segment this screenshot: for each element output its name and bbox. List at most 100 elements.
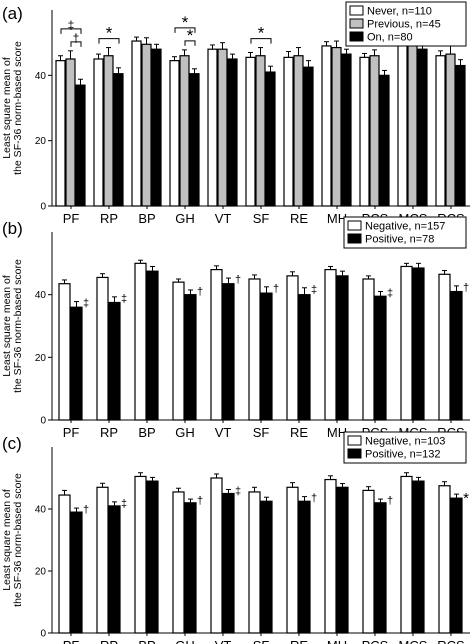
bar — [248, 491, 261, 634]
x-tick-label: MH — [327, 211, 347, 226]
significance-bracket — [98, 38, 120, 44]
bar — [303, 66, 314, 207]
significance-marker: † — [73, 31, 80, 45]
panel-label: (c) — [2, 434, 22, 453]
bar — [407, 43, 418, 207]
x-tick-label: GH — [175, 211, 195, 226]
x-tick-label: PF — [63, 638, 80, 644]
panel-label: (a) — [2, 4, 23, 23]
y-tick-label: 0 — [40, 202, 46, 213]
bar — [331, 46, 342, 207]
x-tick-label: BP — [138, 211, 155, 226]
x-tick-label: VT — [215, 425, 232, 440]
significance-bracket — [250, 38, 272, 44]
bar — [184, 502, 197, 634]
bar — [265, 71, 276, 207]
bar — [151, 48, 162, 207]
legend-label: Negative, n=157 — [365, 221, 445, 233]
bar — [134, 262, 147, 421]
y-tick-label: 40 — [35, 505, 47, 516]
bar — [397, 42, 408, 207]
bar — [286, 486, 299, 634]
significance-marker: † — [235, 274, 241, 286]
bar — [369, 55, 380, 207]
bar — [172, 281, 185, 421]
bar — [131, 40, 142, 207]
bar — [260, 500, 273, 634]
significance-bracket — [184, 40, 196, 46]
x-tick-label: VT — [215, 211, 232, 226]
bar — [96, 276, 109, 421]
legend-label: On, n=80 — [367, 32, 413, 44]
bar — [435, 55, 446, 207]
bar — [108, 301, 121, 421]
bar — [255, 55, 266, 207]
significance-marker: ‡ — [235, 485, 241, 497]
significance-marker: † — [463, 282, 469, 294]
legend-swatch — [349, 5, 364, 16]
bar — [324, 269, 337, 421]
significance-marker: † — [273, 283, 279, 295]
bar — [210, 269, 223, 421]
bar — [450, 290, 463, 421]
legend-label: Never, n=110 — [367, 6, 432, 18]
significance-marker: * — [106, 24, 113, 43]
significance-marker: * — [182, 13, 189, 32]
y-tick-label: 40 — [35, 71, 47, 82]
significance-marker: † — [387, 495, 393, 507]
bar — [324, 478, 337, 634]
y-axis-label: Least square mean of — [1, 275, 13, 377]
bar — [438, 273, 451, 421]
bar — [298, 500, 311, 634]
x-tick-label: MH — [327, 425, 347, 440]
bar — [189, 73, 200, 207]
x-tick-label: GH — [175, 638, 195, 644]
legend-swatch — [347, 435, 362, 446]
y-axis-label: the SF-36 norm-based score — [12, 41, 24, 175]
bar — [70, 306, 83, 421]
bar — [362, 278, 375, 421]
bar — [293, 55, 304, 207]
y-tick-label: 20 — [35, 353, 47, 364]
bar — [248, 278, 261, 421]
legend-label: Previous, n=45 — [367, 19, 441, 31]
bar — [58, 494, 71, 634]
x-tick-label: PF — [63, 425, 80, 440]
bar — [93, 58, 104, 207]
bar — [336, 486, 349, 634]
x-tick-label: PF — [63, 211, 80, 226]
bar — [146, 270, 159, 421]
bar — [450, 497, 463, 634]
x-tick-label: GH — [175, 425, 195, 440]
x-tick-label: RE — [290, 425, 308, 440]
bar — [96, 486, 109, 634]
legend-swatch — [349, 31, 364, 42]
legend-swatch — [347, 448, 362, 459]
significance-marker: ‡ — [387, 288, 393, 300]
significance-marker: * — [187, 26, 194, 45]
chart-panel-1: (b) 0 20 40 Least square mean of the SF-36 no… — [1, 216, 470, 440]
bar — [227, 58, 238, 207]
significance-marker: † — [83, 504, 89, 516]
bar — [146, 480, 159, 634]
x-tick-label: VT — [215, 638, 232, 644]
x-tick-label: MH — [327, 638, 347, 644]
bar — [336, 275, 349, 421]
bar — [65, 58, 76, 207]
bar — [141, 43, 152, 207]
bar — [179, 55, 190, 207]
x-tick-label: SF — [253, 638, 270, 644]
bar — [412, 480, 425, 634]
bar — [103, 55, 114, 207]
x-tick-label: RCS — [437, 638, 465, 644]
legend — [343, 216, 467, 249]
significance-marker: ‡ — [311, 284, 317, 296]
bar — [341, 53, 352, 207]
bar — [260, 292, 273, 421]
bar — [455, 64, 466, 207]
bar — [359, 56, 370, 207]
bar — [70, 511, 83, 634]
x-tick-label: BP — [138, 638, 155, 644]
legend-swatch — [349, 18, 364, 29]
significance-bracket — [60, 28, 82, 34]
